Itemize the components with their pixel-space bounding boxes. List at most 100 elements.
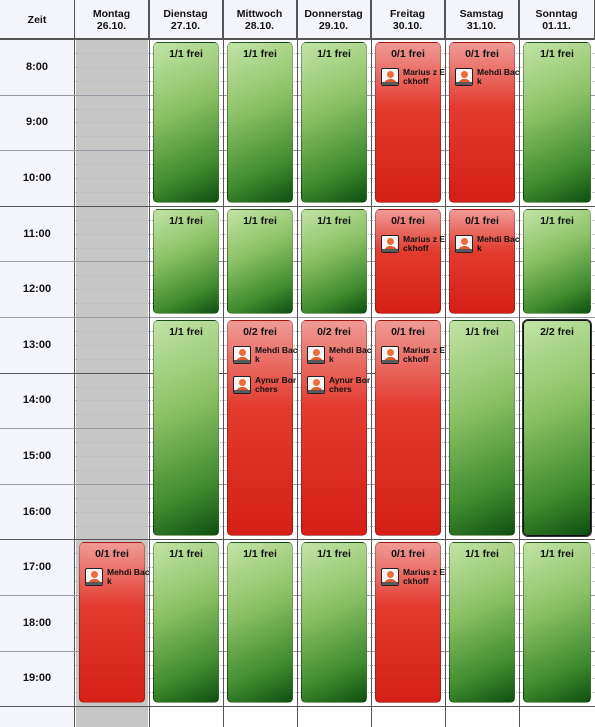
day-column-divider bbox=[519, 0, 520, 727]
shift-slot-booked[interactable]: 0/1 frei Mehdi Back bbox=[449, 42, 520, 203]
day-column-divider bbox=[371, 0, 372, 727]
day-date: 01.11. bbox=[542, 20, 571, 32]
hour-label-text: 19:00 bbox=[22, 672, 52, 684]
day-column-divider bbox=[445, 0, 446, 727]
person-name: Mehdi Back bbox=[329, 345, 372, 364]
slot-availability-label: 0/1 frei bbox=[391, 326, 425, 338]
slot-availability-label: 1/1 frei bbox=[317, 48, 351, 60]
shift-slot-booked[interactable]: 0/1 frei Mehdi Back bbox=[449, 209, 520, 314]
slot-availability-label: 1/1 frei bbox=[465, 548, 499, 560]
shift-slot-available[interactable]: 1/1 frei bbox=[301, 42, 367, 203]
user-avatar-icon bbox=[381, 68, 399, 86]
shift-slot-available[interactable]: 1/1 frei bbox=[227, 542, 293, 703]
shift-slot-booked[interactable]: 0/1 frei Mehdi Back bbox=[79, 542, 150, 703]
slot-availability-label: 0/2 frei bbox=[243, 326, 277, 338]
day-name: Dienstag bbox=[163, 8, 208, 20]
day-column-divider bbox=[297, 0, 298, 727]
hour-label-text: 13:00 bbox=[22, 338, 52, 351]
slot-availability-label: 1/1 frei bbox=[169, 548, 203, 560]
user-avatar-icon bbox=[85, 568, 103, 586]
day-date: 31.10. bbox=[466, 20, 497, 32]
day-header-friday[interactable]: Freitag 30.10. bbox=[371, 0, 445, 39]
hour-label: 15:00 bbox=[0, 428, 75, 484]
shift-slot-booked[interactable]: 0/1 frei Marius z Eckhoff bbox=[375, 320, 445, 536]
hour-label: 8:00 bbox=[0, 39, 75, 94]
shift-slot-available[interactable]: 1/1 frei bbox=[153, 209, 219, 314]
slot-availability-label: 0/1 frei bbox=[391, 548, 425, 560]
shift-slot-available[interactable]: 1/1 frei bbox=[153, 42, 219, 203]
hour-label: 12:00 bbox=[0, 261, 75, 317]
slot-availability-label: 1/1 frei bbox=[540, 48, 574, 60]
shift-slot-available[interactable]: 2/2 frei bbox=[523, 320, 591, 536]
shift-slot-available[interactable]: 1/1 frei bbox=[523, 42, 591, 203]
hour-label: 14:00 bbox=[0, 372, 75, 428]
day-column-divider bbox=[223, 0, 224, 727]
day-date: 30.10. bbox=[392, 20, 423, 32]
slot-availability-label: 0/1 frei bbox=[391, 48, 425, 60]
shift-slot-booked[interactable]: 0/2 frei Mehdi Back Aynur Borchers bbox=[301, 320, 372, 536]
shift-slot-booked[interactable]: 0/1 frei Marius z Eckhoff bbox=[375, 42, 445, 203]
shift-slot-available[interactable]: 1/1 frei bbox=[227, 42, 293, 203]
person-name: Mehdi Back bbox=[107, 567, 150, 586]
hour-label-text: 16:00 bbox=[22, 505, 52, 518]
slot-availability-label: 1/1 frei bbox=[243, 215, 277, 227]
shift-slot-available[interactable]: 1/1 frei bbox=[153, 320, 219, 536]
day-name: Samstag bbox=[459, 8, 504, 20]
person-name: Marius z Eckhoff bbox=[403, 567, 446, 586]
hour-label-text: 17:00 bbox=[22, 561, 52, 573]
hour-label-text: 10:00 bbox=[22, 172, 52, 184]
hour-label: 17:00 bbox=[0, 539, 75, 595]
person-name: Aynur Borchers bbox=[329, 375, 371, 394]
slot-availability-label: 1/1 frei bbox=[169, 215, 203, 227]
shift-slot-available[interactable]: 1/1 frei bbox=[523, 209, 591, 314]
hour-label: 10:00 bbox=[0, 150, 75, 206]
user-avatar-icon bbox=[455, 68, 473, 86]
slot-availability-label: 0/1 frei bbox=[95, 548, 129, 560]
slot-availability-label: 0/1 frei bbox=[465, 215, 499, 227]
user-avatar-icon bbox=[455, 235, 473, 253]
slot-availability-label: 1/1 frei bbox=[169, 326, 203, 338]
shift-slot-available[interactable]: 1/1 frei bbox=[301, 209, 367, 314]
day-header-thursday[interactable]: Donnerstag 29.10. bbox=[297, 0, 371, 39]
day-name: Mittwoch bbox=[236, 8, 283, 20]
person-name: Mehdi Back bbox=[477, 234, 520, 253]
shift-slot-available[interactable]: 1/1 frei bbox=[523, 542, 591, 703]
day-name: Montag bbox=[92, 8, 131, 20]
slot-availability-label: 0/1 frei bbox=[465, 48, 499, 60]
hour-label-text: 15:00 bbox=[22, 450, 52, 462]
hour-label-text: 14:00 bbox=[22, 394, 52, 406]
shift-slot-booked[interactable]: 0/1 frei Marius z Eckhoff bbox=[375, 542, 445, 703]
day-header-wednesday[interactable]: Mittwoch 28.10. bbox=[223, 0, 297, 39]
day-header-monday[interactable]: Montag 26.10. bbox=[75, 0, 149, 39]
shift-slot-booked[interactable]: 0/2 frei Mehdi Back Aynur Borchers bbox=[227, 320, 298, 536]
shift-slot-available[interactable]: 1/1 frei bbox=[449, 542, 515, 703]
day-date: 27.10. bbox=[170, 20, 201, 32]
user-avatar-icon bbox=[307, 376, 325, 394]
shift-slot-available[interactable]: 1/1 frei bbox=[449, 320, 515, 536]
shift-slot-available[interactable]: 1/1 frei bbox=[301, 542, 367, 703]
slot-availability-label: 1/1 frei bbox=[317, 548, 351, 560]
slot-availability-label: 1/1 frei bbox=[465, 326, 499, 338]
person-name: Mehdi Back bbox=[255, 345, 298, 364]
day-header-sunday[interactable]: Sonntag 01.11. bbox=[519, 0, 595, 39]
day-date: 28.10. bbox=[244, 20, 275, 32]
user-avatar-icon bbox=[233, 376, 251, 394]
slot-availability-label: 1/1 frei bbox=[317, 215, 351, 227]
day-name: Freitag bbox=[389, 8, 425, 20]
day-header-tuesday[interactable]: Dienstag 27.10. bbox=[149, 0, 223, 39]
day-date: 26.10. bbox=[96, 20, 127, 32]
hour-label-text: 9:00 bbox=[25, 116, 49, 128]
hour-label: 13:00 bbox=[0, 317, 75, 372]
day-header-saturday[interactable]: Samstag 31.10. bbox=[445, 0, 519, 39]
hour-label: 19:00 bbox=[0, 650, 75, 706]
hour-label-text: 12:00 bbox=[22, 283, 52, 295]
hour-label-text: 11:00 bbox=[23, 227, 51, 240]
person-name: Mehdi Back bbox=[477, 67, 520, 86]
shift-slot-available[interactable]: 1/1 frei bbox=[227, 209, 293, 314]
day-date: 29.10. bbox=[318, 20, 349, 32]
slot-availability-label: 1/1 frei bbox=[243, 548, 277, 560]
hour-label bbox=[0, 706, 75, 727]
shift-slot-available[interactable]: 1/1 frei bbox=[153, 542, 219, 703]
shift-slot-booked[interactable]: 0/1 frei Marius z Eckhoff bbox=[375, 209, 445, 314]
day-name: Sonntag bbox=[535, 8, 578, 20]
